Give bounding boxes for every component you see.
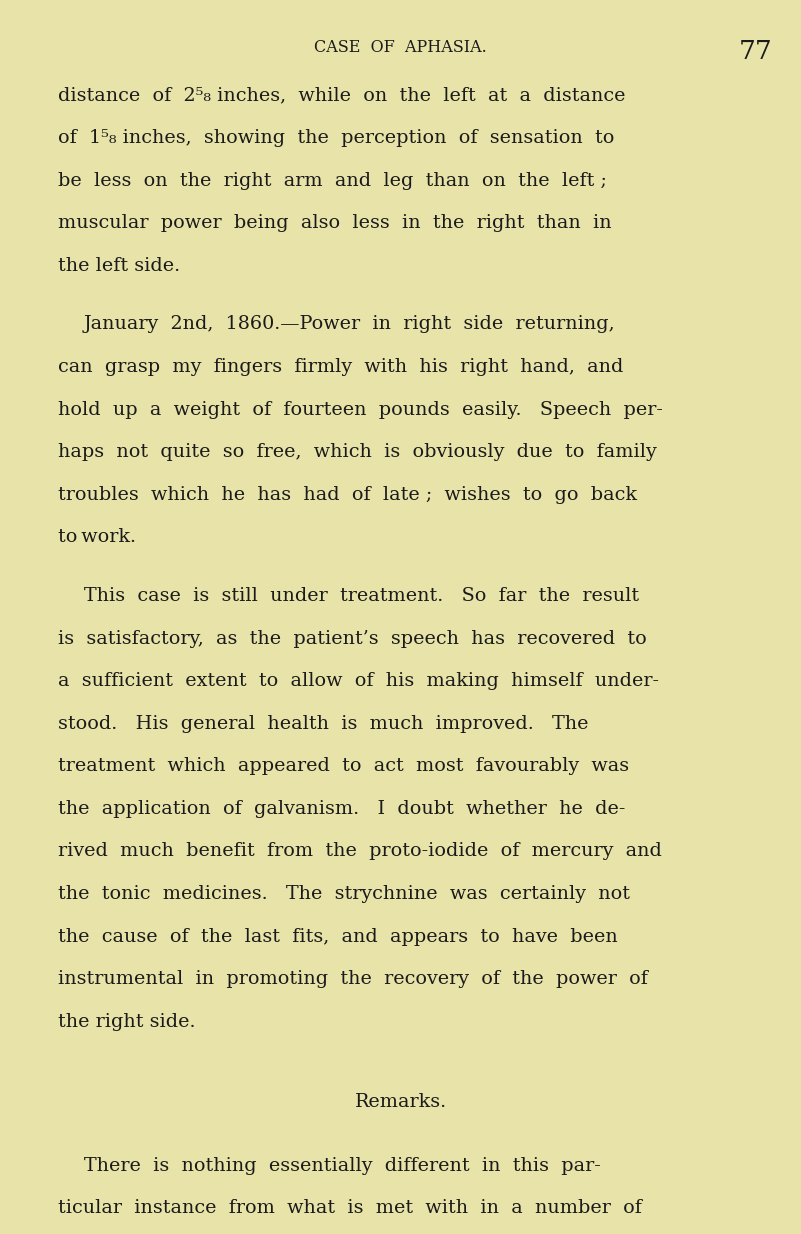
Text: treatment  which  appeared  to  act  most  favourably  was: treatment which appeared to act most fav… bbox=[58, 758, 629, 775]
Text: to work.: to work. bbox=[58, 528, 135, 547]
Text: CASE  OF  APHASIA.: CASE OF APHASIA. bbox=[314, 39, 487, 57]
Text: the  cause  of  the  last  fits,  and  appears  to  have  been: the cause of the last fits, and appears … bbox=[58, 928, 618, 945]
Text: hold  up  a  weight  of  fourteen  pounds  easily.   Speech  per-: hold up a weight of fourteen pounds easi… bbox=[58, 401, 662, 418]
Text: 77: 77 bbox=[739, 39, 773, 64]
Text: troubles  which  he  has  had  of  late ;  wishes  to  go  back: troubles which he has had of late ; wish… bbox=[58, 486, 637, 503]
Text: the  tonic  medicines.   The  strychnine  was  certainly  not: the tonic medicines. The strychnine was … bbox=[58, 885, 630, 903]
Text: a  sufficient  extent  to  allow  of  his  making  himself  under-: a sufficient extent to allow of his maki… bbox=[58, 673, 658, 690]
Text: of  1⁵₈ inches,  showing  the  perception  of  sensation  to: of 1⁵₈ inches, showing the perception of… bbox=[58, 130, 614, 147]
Text: is  satisfactory,  as  the  patient’s  speech  has  recovered  to: is satisfactory, as the patient’s speech… bbox=[58, 629, 646, 648]
Text: rived  much  benefit  from  the  proto-iodide  of  mercury  and: rived much benefit from the proto-iodide… bbox=[58, 843, 662, 860]
Text: instrumental  in  promoting  the  recovery  of  the  power  of: instrumental in promoting the recovery o… bbox=[58, 970, 647, 988]
Text: the  application  of  galvanism.   I  doubt  whether  he  de-: the application of galvanism. I doubt wh… bbox=[58, 800, 625, 818]
Text: Remarks.: Remarks. bbox=[354, 1093, 447, 1111]
Text: stood.   His  general  health  is  much  improved.   The: stood. His general health is much improv… bbox=[58, 714, 588, 733]
Text: January  2nd,  1860.—Power  in  right  side  returning,: January 2nd, 1860.—Power in right side r… bbox=[84, 316, 616, 333]
Text: the right side.: the right side. bbox=[58, 1013, 195, 1030]
Text: muscular  power  being  also  less  in  the  right  than  in: muscular power being also less in the ri… bbox=[58, 213, 611, 232]
Text: ticular  instance  from  what  is  met  with  in  a  number  of: ticular instance from what is met with i… bbox=[58, 1199, 642, 1217]
Text: distance  of  2⁵₈ inches,  while  on  the  left  at  a  distance: distance of 2⁵₈ inches, while on the lef… bbox=[58, 86, 625, 105]
Text: be  less  on  the  right  arm  and  leg  than  on  the  left ;: be less on the right arm and leg than on… bbox=[58, 172, 606, 190]
Text: the left side.: the left side. bbox=[58, 257, 179, 275]
Text: There  is  nothing  essentially  different  in  this  par-: There is nothing essentially different i… bbox=[84, 1156, 601, 1175]
Text: can  grasp  my  fingers  firmly  with  his  right  hand,  and: can grasp my fingers firmly with his rig… bbox=[58, 358, 623, 376]
Text: haps  not  quite  so  free,  which  is  obviously  due  to  family: haps not quite so free, which is obvious… bbox=[58, 443, 657, 462]
Text: This  case  is  still  under  treatment.   So  far  the  result: This case is still under treatment. So f… bbox=[84, 587, 639, 605]
